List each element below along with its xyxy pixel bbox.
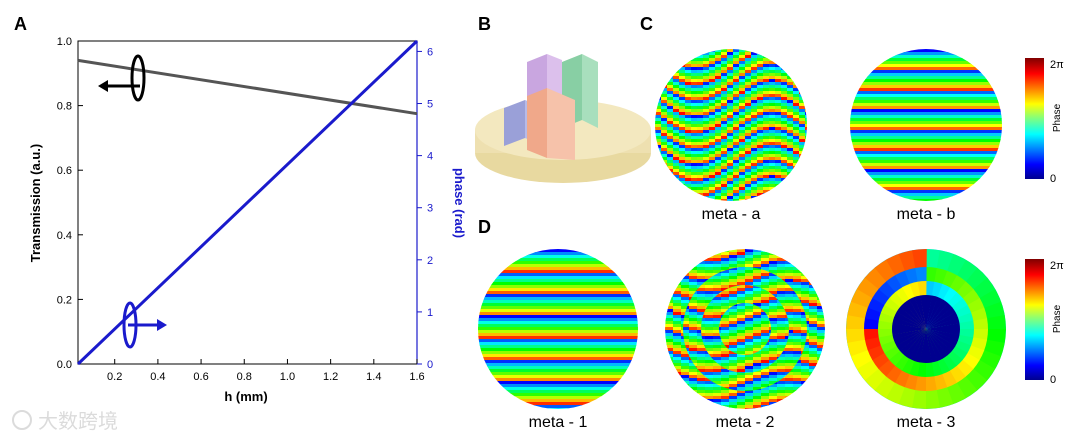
colorbar-top-title: Phase xyxy=(1052,103,1063,132)
series-layer xyxy=(76,39,419,366)
caption-meta-3: meta - 3 xyxy=(897,414,956,431)
y-tick-label: 0.8 xyxy=(57,101,72,113)
watermark: 大数跨境 xyxy=(12,409,118,433)
x-tick-label: 0.8 xyxy=(237,371,252,383)
y2-tick-label: 1 xyxy=(427,307,433,319)
y2-tick-label: 3 xyxy=(427,203,433,215)
phase-map-meta-3 xyxy=(846,249,1006,409)
phase-map-meta-1 xyxy=(478,249,638,409)
x-tick-label: 1.6 xyxy=(409,371,424,383)
panel-label-a: A xyxy=(14,14,27,34)
panel-label-c: C xyxy=(640,14,653,34)
y2-tick-label: 5 xyxy=(427,99,433,111)
y-tick-label: 0.0 xyxy=(57,359,72,371)
y2-axis-label: phase (rad) xyxy=(452,168,467,238)
x-tick-label: 1.4 xyxy=(366,371,381,383)
colorbar-bottom-title: Phase xyxy=(1052,304,1063,333)
y-tick-label: 0.2 xyxy=(57,294,72,306)
caption-meta-b: meta - b xyxy=(897,206,956,223)
y2-tick-label: 6 xyxy=(427,46,433,58)
caption-meta-2: meta - 2 xyxy=(716,414,775,431)
y-ticks: 0.0 0.2 0.4 0.6 0.8 1.0 xyxy=(57,36,83,371)
colorbar-top-max: 2π xyxy=(1050,59,1064,71)
x-tick-label: 1.2 xyxy=(323,371,338,383)
x-tick-label: 0.4 xyxy=(150,371,165,383)
y-axis-label: Transmission (a.u.) xyxy=(28,144,43,262)
caption-meta-a: meta - a xyxy=(702,206,761,223)
series-line-phase xyxy=(76,39,419,366)
x-tick-label: 0.2 xyxy=(107,371,122,383)
watermark-text: 大数跨境 xyxy=(38,409,118,433)
y2-tick-label: 4 xyxy=(427,151,433,163)
y2-tick-label: 0 xyxy=(427,359,433,371)
meta-atom-illustration xyxy=(475,54,651,183)
y-tick-label: 1.0 xyxy=(57,36,72,48)
phase-map-meta-2 xyxy=(665,249,825,409)
phase-map-meta-b xyxy=(850,49,1002,201)
transmission-arrow-icon xyxy=(98,54,146,102)
chart-transmission-phase: 0.2 0.4 0.6 0.8 1.0 1.2 1.4 1.6 0.0 0.2 0.4 0.6 0.8… xyxy=(28,36,467,404)
caption-meta-1: meta - 1 xyxy=(529,414,588,431)
x-tick-label: 1.0 xyxy=(280,371,295,383)
phase-arrow-icon xyxy=(122,301,167,349)
x-axis-label: h (mm) xyxy=(224,389,267,404)
x-tick-label: 0.6 xyxy=(193,371,208,383)
colorbar-top-min: 0 xyxy=(1050,173,1056,185)
panel-label-b: B xyxy=(478,14,491,34)
colorbar-bottom-min: 0 xyxy=(1050,374,1056,386)
colorbar-bottom-max: 2π xyxy=(1050,260,1064,272)
y-tick-label: 0.4 xyxy=(57,230,72,242)
x-ticks: 0.2 0.4 0.6 0.8 1.0 1.2 1.4 1.6 xyxy=(107,359,425,383)
series-line-transmission xyxy=(77,58,418,116)
watermark-logo-icon xyxy=(12,410,32,430)
panel-label-d: D xyxy=(478,217,491,237)
colorbar-bottom: 2π 0 Phase xyxy=(1025,259,1064,386)
colorbar-top: 2π 0 Phase xyxy=(1025,58,1064,185)
y2-ticks: 0 1 2 3 4 5 6 xyxy=(417,46,433,371)
y-tick-label: 0.6 xyxy=(57,165,72,177)
phase-map-meta-a xyxy=(655,49,807,201)
y2-tick-label: 2 xyxy=(427,255,433,267)
